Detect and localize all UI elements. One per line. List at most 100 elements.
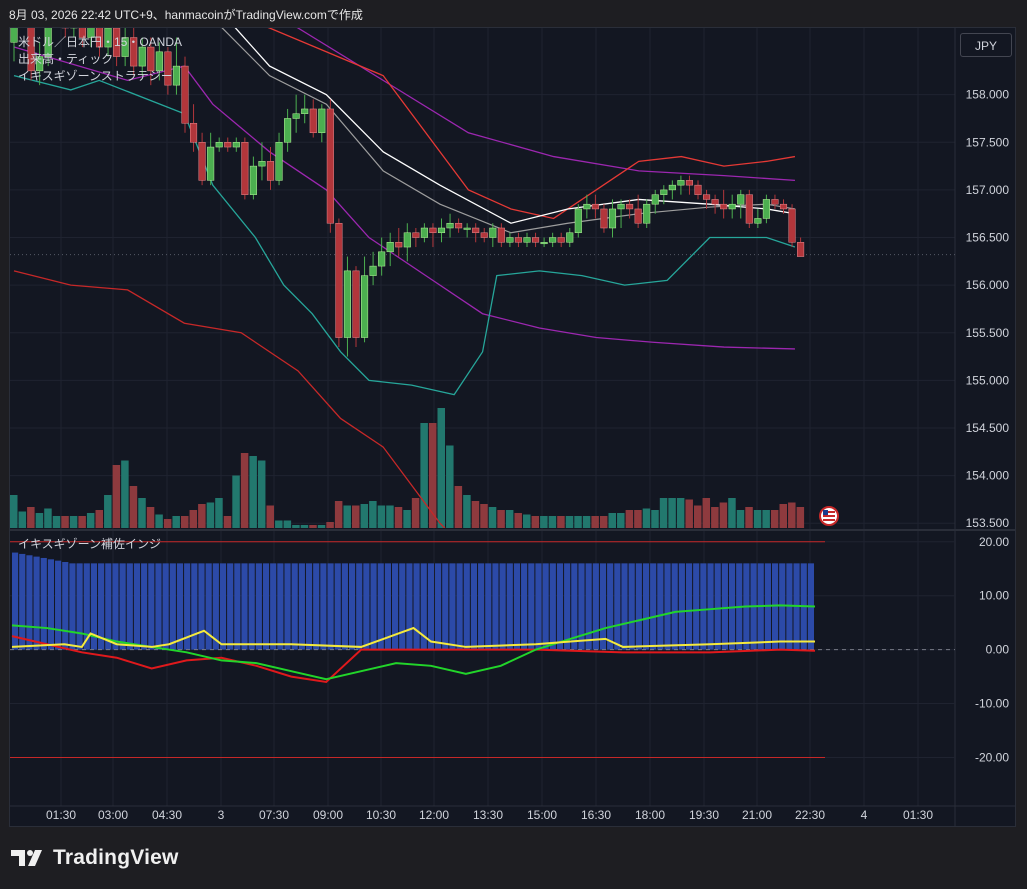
chart-frame[interactable] (9, 27, 1016, 827)
candle-body (53, 0, 60, 9)
candle-body (634, 208, 642, 224)
candle-body (275, 142, 283, 181)
osc-histogram-bar (370, 563, 377, 650)
candle-body (266, 161, 275, 181)
candle-body (480, 232, 488, 238)
osc-histogram-bar (341, 563, 348, 650)
osc-histogram-bar (449, 563, 456, 650)
x-tick-label: 15:00 (527, 808, 557, 822)
osc-histogram-bar (442, 563, 449, 650)
volume-bar (762, 510, 770, 528)
osc-histogram-bar (599, 563, 607, 650)
volume-bar (138, 498, 146, 528)
volume-bar (266, 505, 274, 528)
volume-bar (223, 516, 232, 528)
volume-bar (86, 513, 95, 528)
volume-bar (685, 499, 693, 528)
volume-bar (112, 465, 121, 528)
osc-histogram-bar (69, 563, 76, 650)
tradingview-brand[interactable]: TradingView (11, 846, 179, 870)
osc-histogram (12, 552, 814, 650)
osc-histogram-bar (499, 563, 506, 650)
candle-body (472, 227, 480, 234)
x-tick-label: 07:30 (259, 808, 289, 822)
osc-histogram-bar (384, 563, 391, 650)
candle-body (361, 275, 369, 338)
x-tick-label: 03:00 (98, 808, 128, 822)
volume-bar (35, 513, 44, 528)
osc-histogram-bar (313, 563, 320, 650)
candle-body (241, 142, 249, 195)
volume-bar (540, 516, 548, 528)
candle-body (36, 56, 44, 72)
purple-upper-line (296, 28, 795, 182)
candle-body (762, 199, 770, 219)
osc-histogram-bar (40, 557, 47, 650)
candle-body (489, 227, 497, 238)
x-tick-label: 21:00 (742, 808, 772, 822)
candle-body (574, 208, 582, 234)
candle-body (771, 199, 779, 205)
x-tick-label: 12:00 (419, 808, 449, 822)
candle-body (378, 251, 386, 267)
osc-y-tick-label: 20.00 (979, 535, 1009, 549)
osc-histogram-bar (485, 563, 492, 650)
candle-body (403, 232, 411, 248)
candle-body (155, 51, 163, 72)
volume-bar (317, 525, 326, 528)
candle-body (703, 194, 711, 200)
candle-body (668, 184, 676, 191)
osc-y-tick-label: -20.00 (975, 750, 1009, 764)
volume-bar (676, 498, 685, 528)
volume-bar (591, 516, 599, 528)
volume-bar (78, 516, 86, 528)
volume-bar (10, 495, 18, 528)
osc-histogram-bar (391, 563, 399, 650)
osc-histogram-bar (642, 563, 650, 650)
volume-bar (69, 516, 78, 528)
osc-y-tick-label: 0.00 (986, 643, 1010, 657)
volume-bar (659, 498, 668, 528)
x-tick-label: 09:00 (313, 808, 343, 822)
candle-body (121, 37, 129, 57)
y-tick-label: 155.500 (966, 326, 1010, 340)
legend-strategy[interactable]: イキスギゾーンストラテジー (18, 69, 173, 83)
osc-histogram-bar (571, 563, 578, 650)
candle-body (455, 222, 463, 229)
y-tick-label: 157.000 (966, 183, 1010, 197)
currency-button[interactable]: JPY (960, 33, 1012, 57)
legend-symbol[interactable]: 米ドル／日本円・15・OANDA (18, 35, 183, 49)
candle-body (87, 28, 95, 38)
x-tick-label: 19:30 (689, 808, 719, 822)
candle-body (549, 237, 557, 243)
osc-histogram-bar (26, 555, 33, 650)
candle-body (446, 222, 454, 229)
candle-body (130, 37, 138, 67)
osc-y-tick-label: -10.00 (975, 697, 1009, 711)
legend-volume[interactable]: 出来高・ティック (18, 52, 114, 66)
candle-body (309, 108, 317, 134)
osc-histogram-bar (707, 563, 714, 650)
osc-histogram-bar (148, 563, 155, 650)
volume-bar (617, 513, 625, 528)
candle-body (497, 227, 505, 243)
osc-histogram-bar (176, 563, 184, 650)
volume-bar (377, 505, 386, 528)
us-flag-canton (823, 510, 828, 515)
candle-body (190, 122, 198, 143)
tradingview-logo-icon (11, 850, 42, 866)
osc-histogram-bar (133, 563, 141, 650)
volume-bar (463, 495, 471, 528)
candle-body (138, 46, 146, 67)
us-flag-stripe (823, 511, 835, 513)
osc-histogram-bar (585, 563, 592, 650)
osc-histogram-bar (399, 563, 406, 650)
osc-histogram-bar (262, 563, 270, 650)
osc-histogram-bar (98, 563, 105, 650)
osc-y-tick-label: 10.00 (979, 589, 1009, 603)
osc-histogram-bar (664, 563, 671, 650)
candle-body (566, 232, 574, 243)
volume-bar (240, 453, 249, 528)
sub-pane-title[interactable]: イキスギゾーン補佐インジ (18, 537, 162, 551)
